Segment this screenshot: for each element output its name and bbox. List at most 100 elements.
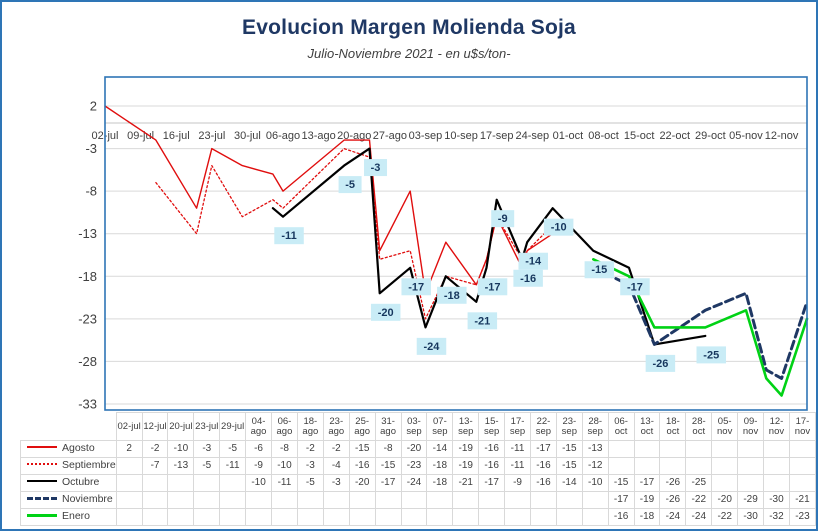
data-label: -15 [591,264,607,276]
table-cell [271,508,298,526]
table-cell: -11 [504,440,531,458]
data-label: -14 [525,256,542,268]
table-cell: -14 [426,440,454,458]
data-label-box [370,303,401,321]
table-cell [115,474,143,492]
data-label: -17 [627,281,643,293]
series-name: Agosto [62,442,95,455]
table-cell [374,508,402,526]
chart-title: Evolucion Margen Molienda Soja [242,16,576,39]
table-cell: -23 [788,508,816,526]
table-cell: -4 [322,457,350,475]
table-cell [141,491,169,509]
data-label-box [620,278,650,296]
x-axis-label: 09-jul [127,130,154,142]
plot-border [104,76,808,411]
table-cell [219,491,247,509]
table-cell: -20 [400,440,428,458]
y-tick-label: -28 [78,354,97,369]
table-cell [452,491,480,509]
table-cell: -15 [607,474,635,492]
col-header: 13- sep [452,412,480,441]
x-axis-label: 12-nov [765,130,799,142]
table-cell: -26 [659,474,687,492]
data-label-box [696,346,727,364]
table-cell: -18 [426,457,454,475]
col-header: 25- ago [348,412,376,441]
table-cell [555,508,583,526]
table-cell [633,440,661,458]
table-cell [322,508,350,526]
table-cell: -20 [348,474,376,492]
table-cell [555,491,583,509]
table-row-octubre: Octubre -10 -11 -5 -3 -20 -17 -24 -18 -21 -17 -9 -16… [20,474,816,492]
col-header: 12- nov [763,412,790,441]
table-row-agosto: Agosto 2 -2 -10 -3 -5 -6 -8 -2 -2 -15 -8 -20 -14 -19 -1… [20,440,816,458]
col-header: 03- sep [400,412,428,441]
table-cell: -16 [607,508,635,526]
table-cell [711,474,739,492]
table-cell: -17 [478,474,506,492]
table-cell: -30 [737,508,764,526]
x-axis-label: 20-ago [337,130,371,142]
table-cell [219,508,247,526]
legend-line-icon [27,496,57,500]
table-cell: -15 [374,457,402,475]
table-cell: -17 [607,491,635,509]
table-cell: -6 [245,440,272,458]
y-tick-label: -3 [85,141,97,156]
table-cell [193,508,221,526]
table-cell: -3 [322,474,350,492]
table-cell [426,491,454,509]
table-cell: -19 [633,491,661,509]
table-cell: -19 [452,440,480,458]
col-header: 18- ago [296,412,324,441]
legend-label-enero: Enero [20,508,117,526]
legend-label-agosto: Agosto [20,440,117,458]
table-cell [737,457,764,475]
table-cell [141,474,169,492]
table-cell [245,491,272,509]
table-cell: -25 [685,474,713,492]
series-name: Octubre [62,476,100,489]
table-cell: -5 [296,474,324,492]
data-label: -16 [520,273,536,285]
data-label-box [401,278,431,296]
data-label: -17 [485,281,501,293]
table-cell [348,491,376,509]
col-header: 23-jul [193,412,221,441]
table-cell [167,474,195,492]
data-label: -17 [408,281,424,293]
table-cell [245,508,272,526]
y-tick-label: 2 [90,99,97,114]
table-cell [504,508,531,526]
table-cell [659,457,687,475]
data-label: -24 [424,341,441,353]
table-cell: -11 [271,474,298,492]
data-label-box [477,278,508,296]
col-header: 09- nov [737,412,764,441]
table-row-septiembre: Septiembre -7 -13 -5 -11 -9 -10 -3 -4 -16 -15 -23 -1… [20,457,816,475]
col-header: 23- sep [555,412,583,441]
table-cell: -17 [529,440,557,458]
table-cell: -5 [219,440,247,458]
x-axis-label: 13-ago [302,130,336,142]
table-cell [685,457,713,475]
table-cell: -15 [348,440,376,458]
col-header: 05- nov [711,412,739,441]
table-cell: -32 [763,508,790,526]
table-cell: -7 [141,457,169,475]
table-cell: -16 [478,457,506,475]
table-cell: 2 [115,440,143,458]
data-label-box [543,218,574,236]
table-cell: -26 [659,491,687,509]
col-header: 22- sep [529,412,557,441]
y-tick-label: -33 [78,396,97,411]
table-cell [633,457,661,475]
y-tick-label: -23 [78,311,97,326]
col-header: 02-jul [115,412,143,441]
x-axis-label: 08-oct [588,130,619,142]
data-label: -20 [378,307,394,319]
legend-label-octubre: Octubre [20,474,117,492]
